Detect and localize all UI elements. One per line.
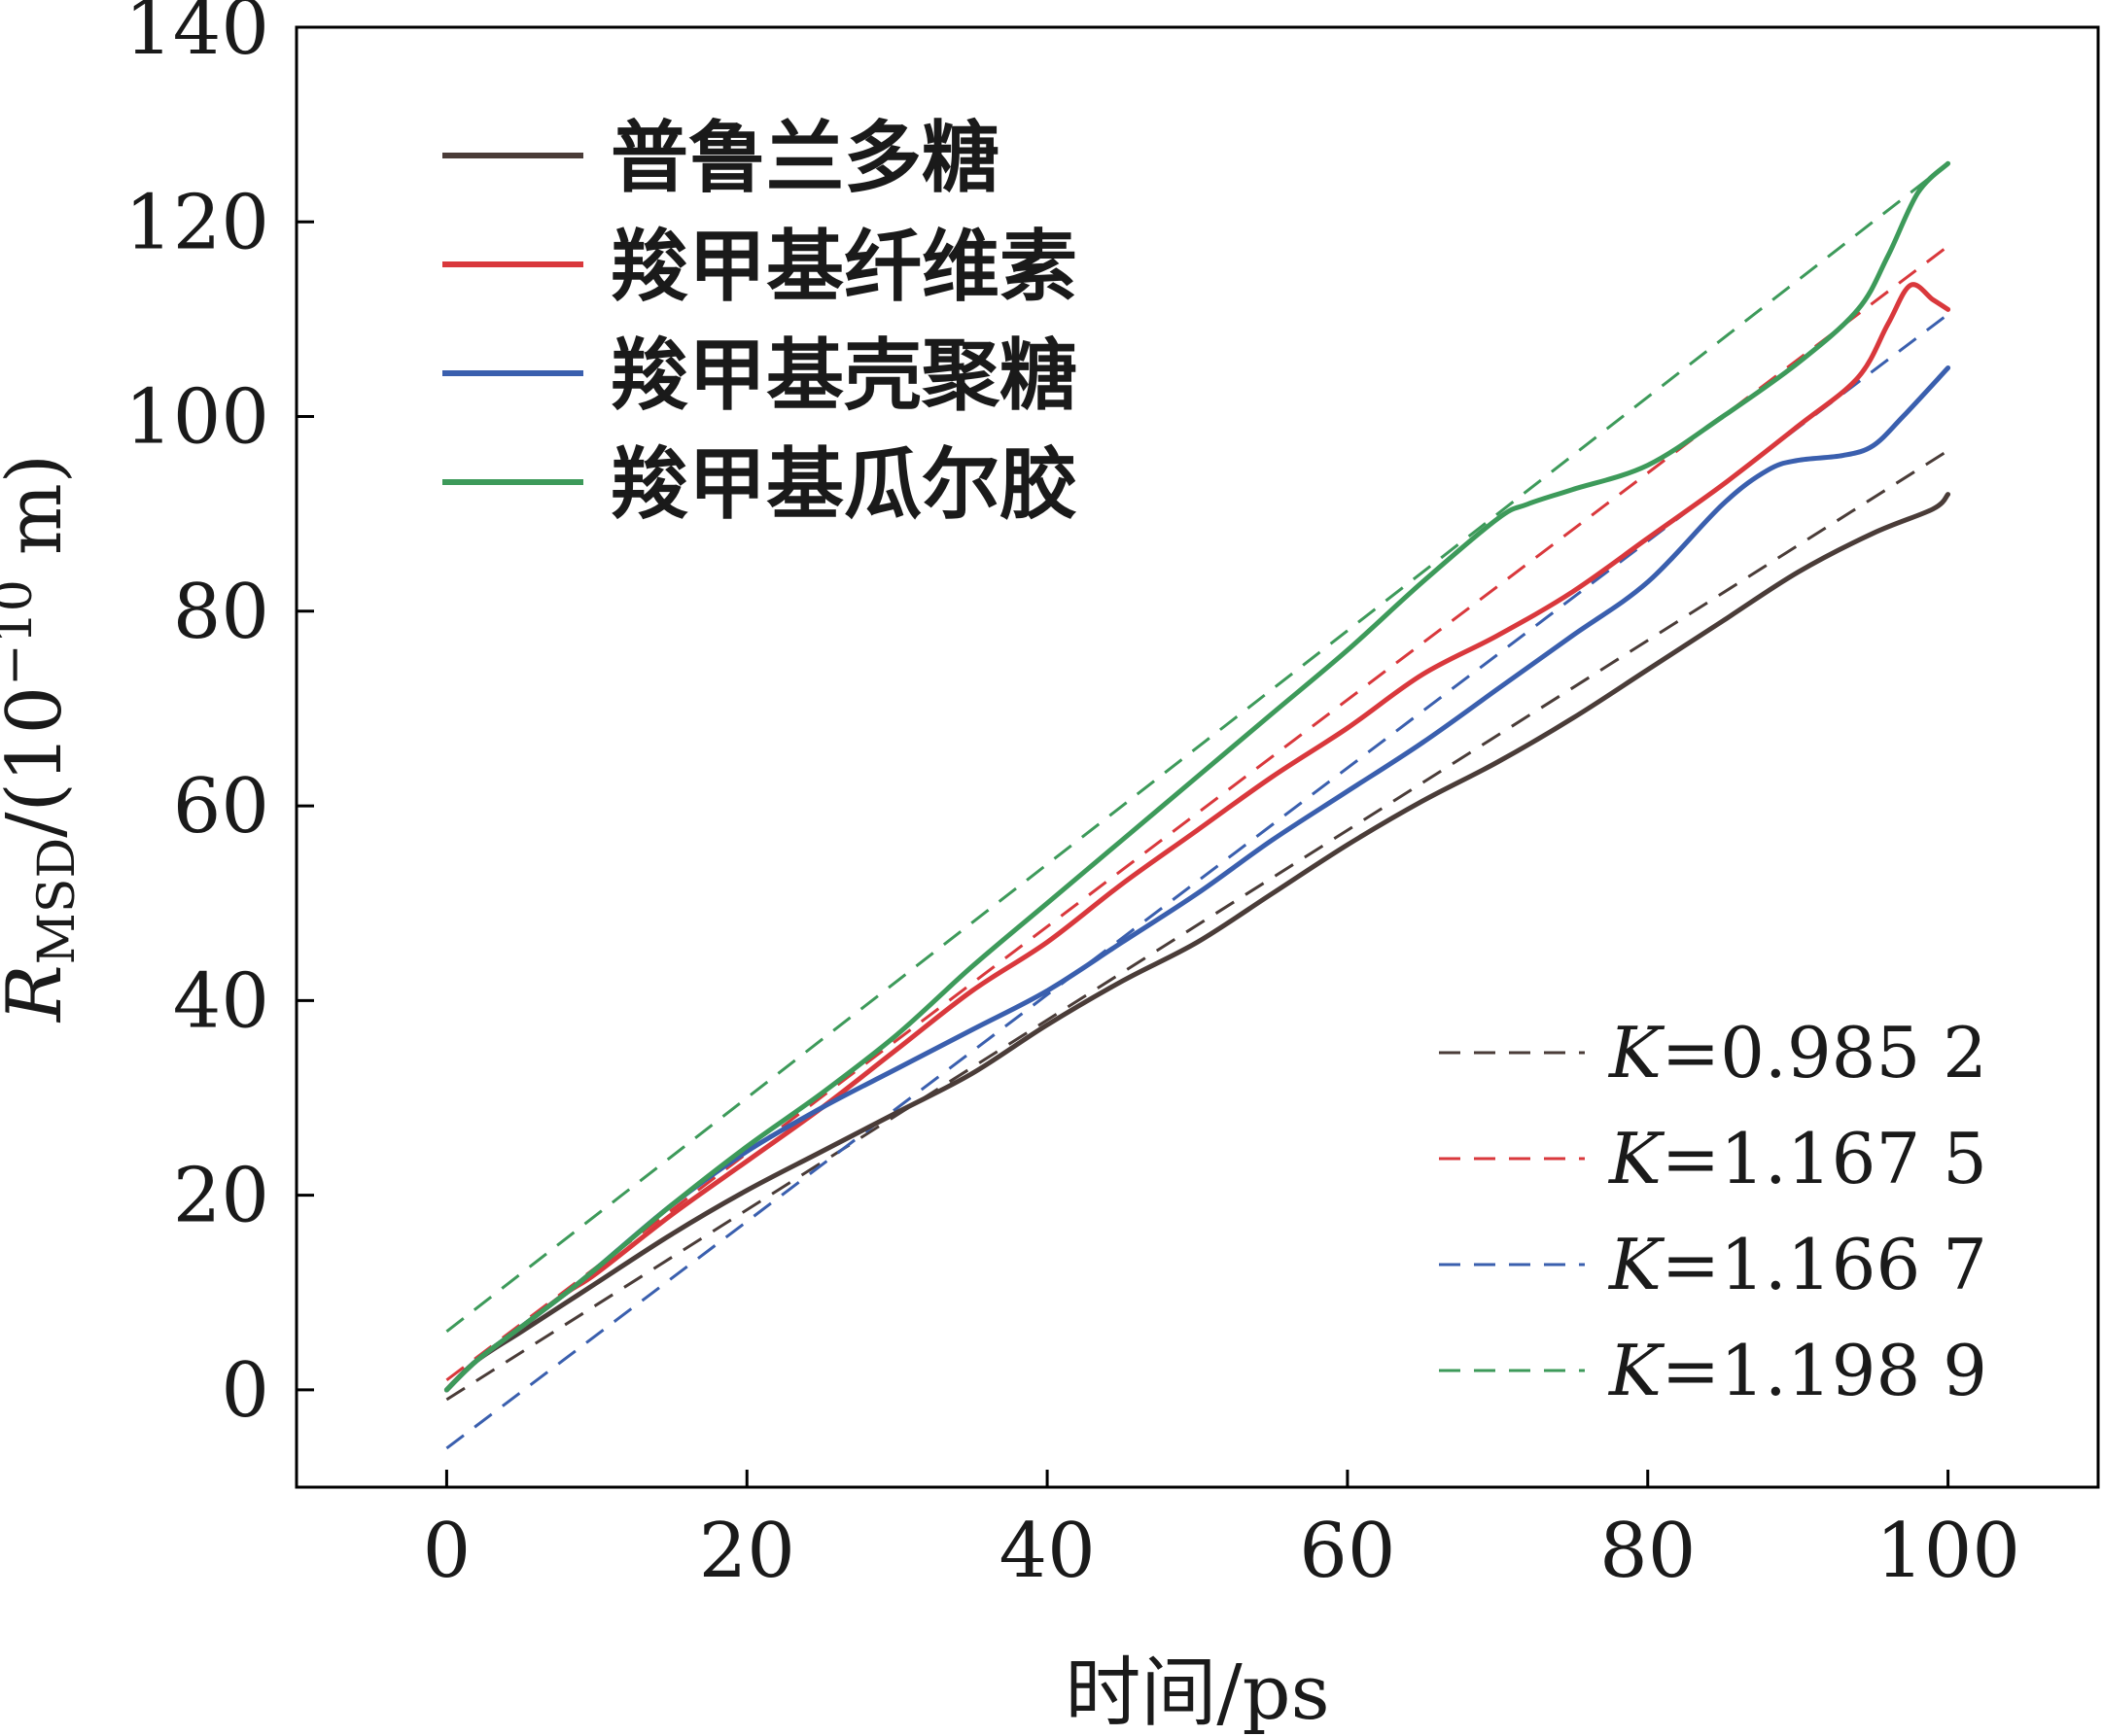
series-line-cmc: [443, 282, 1951, 1393]
legend-label-cmcs: 羧甲基壳聚糖: [611, 330, 1077, 421]
y-tick-label: 100: [124, 374, 269, 462]
y-tick-label: 140: [124, 0, 269, 72]
fit-legend-value: =1.167 5: [1662, 1118, 1987, 1199]
x-tick-label: 60: [1299, 1508, 1395, 1595]
plot-frame: [295, 25, 2100, 1489]
fit-line-cmgg: [445, 162, 1949, 1333]
series-line-cmgg: [443, 160, 1951, 1393]
fit-legend-symbol: K: [1607, 1012, 1665, 1094]
y-axis-exponent: −10: [0, 579, 44, 686]
fit-legend: K=0.985 2K=1.167 5K=1.166 7K=1.198 9: [1439, 1012, 1987, 1411]
y-tick-label: 80: [173, 569, 269, 656]
y-axis-subscript: MSD: [28, 838, 87, 965]
fit-legend-symbol: K: [1607, 1118, 1665, 1199]
fit-legend-value: =1.166 7: [1662, 1224, 1987, 1305]
fit-line-pullulan: [445, 449, 1949, 1402]
fit-legend-label-cmcs: K=1.166 7: [1607, 1224, 1987, 1305]
series-lines-group: [443, 160, 1951, 1393]
x-tick-label: 80: [1599, 1508, 1696, 1595]
y-axis-unit-suffix: m): [0, 454, 79, 579]
y-tick-label: 0: [221, 1347, 269, 1435]
fit-legend-symbol: K: [1607, 1224, 1665, 1305]
x-tick-label: 20: [699, 1508, 795, 1595]
y-tick-label: 60: [173, 763, 269, 851]
x-tick-label: 40: [999, 1508, 1095, 1595]
y-axis-title: RMSD/(10−10 m): [0, 454, 87, 1024]
y-axis-unit-prefix: /(10: [0, 686, 79, 838]
fit-legend-label-cmgg: K=1.198 9: [1607, 1330, 1987, 1411]
legend-label-cmc: 羧甲基纤维素: [611, 222, 1077, 312]
fit-legend-value: =0.985 2: [1662, 1012, 1987, 1094]
y-axis-symbol: R: [0, 964, 79, 1024]
fit-legend-value: =1.198 9: [1662, 1330, 1987, 1411]
y-tick-label: 120: [124, 179, 269, 266]
x-tick-label: 100: [1875, 1508, 2020, 1595]
y-tick-label: 20: [173, 1153, 269, 1240]
fit-lines-group: [445, 162, 1949, 1450]
x-axis-ticks: 0 20 40 60 80 100: [423, 1470, 2020, 1595]
series-line-pullulan: [443, 492, 1951, 1393]
legend-label-pullulan: 普鲁兰多糖: [611, 113, 999, 203]
x-tick-label: 0: [423, 1508, 472, 1595]
fit-legend-label-pullulan: K=0.985 2: [1607, 1012, 1987, 1094]
legend-label-cmgg: 羧甲基瓜尔胶: [611, 439, 1077, 530]
y-tick-label: 40: [173, 957, 269, 1045]
fit-legend-symbol: K: [1607, 1330, 1665, 1411]
fit-legend-label-cmc: K=1.167 5: [1607, 1118, 1987, 1199]
x-axis-title: 时间/ps: [1065, 1649, 1329, 1736]
y-axis-ticks: 0 20 40 60 80 100 120 140: [124, 0, 314, 1435]
